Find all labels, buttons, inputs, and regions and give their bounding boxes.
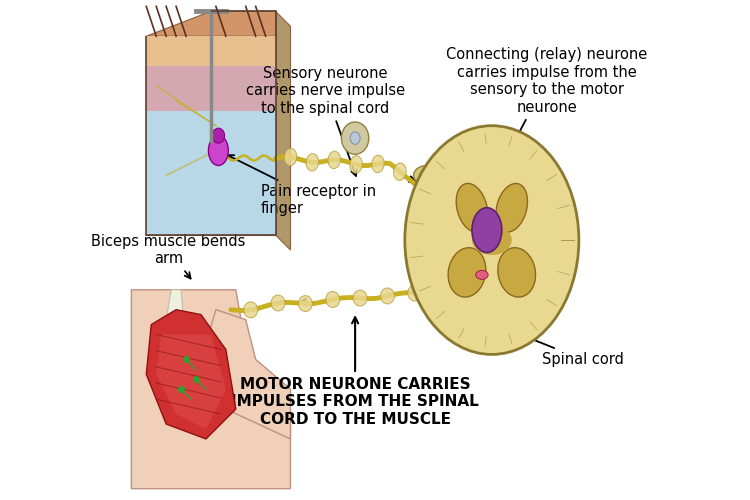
Text: Sensory neurone
carries nerve impulse
to the spinal cord: Sensory neurone carries nerve impulse to… — [246, 66, 405, 176]
Ellipse shape — [372, 155, 384, 172]
Ellipse shape — [212, 128, 224, 143]
Ellipse shape — [405, 126, 579, 354]
Ellipse shape — [298, 296, 312, 312]
Ellipse shape — [448, 248, 486, 297]
Ellipse shape — [353, 290, 367, 306]
Ellipse shape — [498, 248, 536, 297]
Polygon shape — [146, 12, 275, 36]
Ellipse shape — [284, 148, 297, 166]
Ellipse shape — [350, 156, 362, 173]
Ellipse shape — [408, 285, 422, 301]
Ellipse shape — [209, 136, 228, 166]
Polygon shape — [131, 290, 290, 488]
Polygon shape — [275, 12, 290, 250]
Text: Pain receptor in
finger: Pain receptor in finger — [228, 155, 376, 216]
Text: Biceps muscle bends
arm: Biceps muscle bends arm — [92, 234, 246, 278]
Ellipse shape — [456, 184, 488, 232]
Ellipse shape — [413, 166, 441, 186]
Ellipse shape — [496, 184, 527, 232]
Ellipse shape — [476, 270, 488, 280]
Polygon shape — [146, 310, 236, 439]
Text: Connecting (relay) neurone
carries impulse from the
sensory to the motor
neurone: Connecting (relay) neurone carries impul… — [446, 48, 647, 194]
Ellipse shape — [350, 132, 360, 144]
Polygon shape — [146, 66, 275, 111]
Polygon shape — [201, 310, 290, 439]
Ellipse shape — [489, 236, 495, 244]
Text: MOTOR NEURONE CARRIES
IMPULSES FROM THE SPINAL
CORD TO THE MUSCLE: MOTOR NEURONE CARRIES IMPULSES FROM THE … — [231, 318, 479, 426]
Ellipse shape — [244, 302, 258, 318]
Ellipse shape — [341, 122, 369, 154]
Ellipse shape — [326, 292, 340, 308]
Ellipse shape — [380, 288, 394, 304]
Ellipse shape — [306, 154, 319, 171]
Polygon shape — [156, 334, 226, 429]
Ellipse shape — [472, 208, 502, 252]
Polygon shape — [146, 36, 275, 235]
Ellipse shape — [394, 163, 406, 180]
Polygon shape — [161, 290, 186, 399]
Ellipse shape — [271, 295, 285, 311]
Text: Spinal cord: Spinal cord — [506, 328, 623, 367]
Ellipse shape — [328, 151, 340, 168]
Ellipse shape — [472, 225, 512, 255]
Polygon shape — [146, 36, 275, 66]
Polygon shape — [146, 111, 275, 235]
